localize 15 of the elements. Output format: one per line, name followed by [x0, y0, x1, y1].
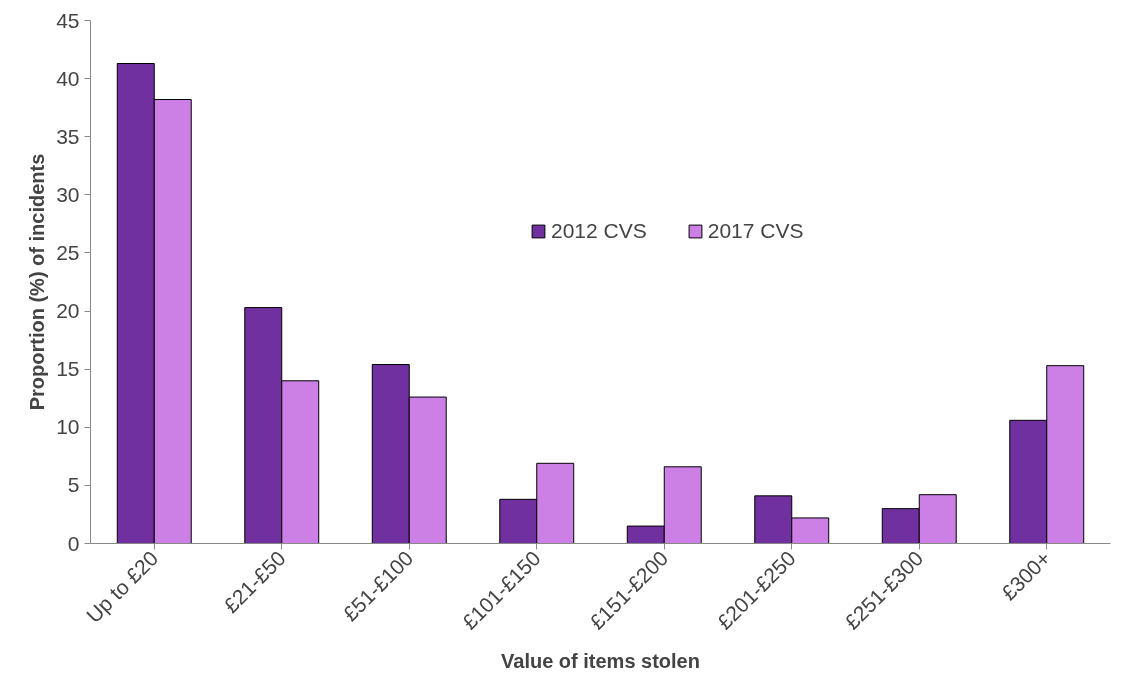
y-axis-title: Proportion (%) of incidents [26, 153, 49, 411]
y-tick-label: 35 [56, 124, 80, 148]
y-tick-label: 30 [56, 182, 80, 206]
y-tick-label: 45 [56, 8, 80, 32]
x-axis-title: Value of items stolen [501, 649, 700, 672]
y-tick-label: 0 [67, 531, 80, 555]
y-tick-label: 15 [56, 357, 80, 381]
y-tick-label: 10 [56, 415, 80, 439]
legend-label: 2012 CVS [551, 219, 647, 243]
y-tick-label: 20 [56, 299, 80, 323]
x-tick-label: Up to £20 [81, 546, 163, 628]
y-tick-label: 5 [67, 473, 80, 497]
y-tick-label: 25 [56, 240, 80, 264]
legend-label: 2017 CVS [707, 219, 804, 243]
y-tick-label: 40 [56, 66, 80, 90]
